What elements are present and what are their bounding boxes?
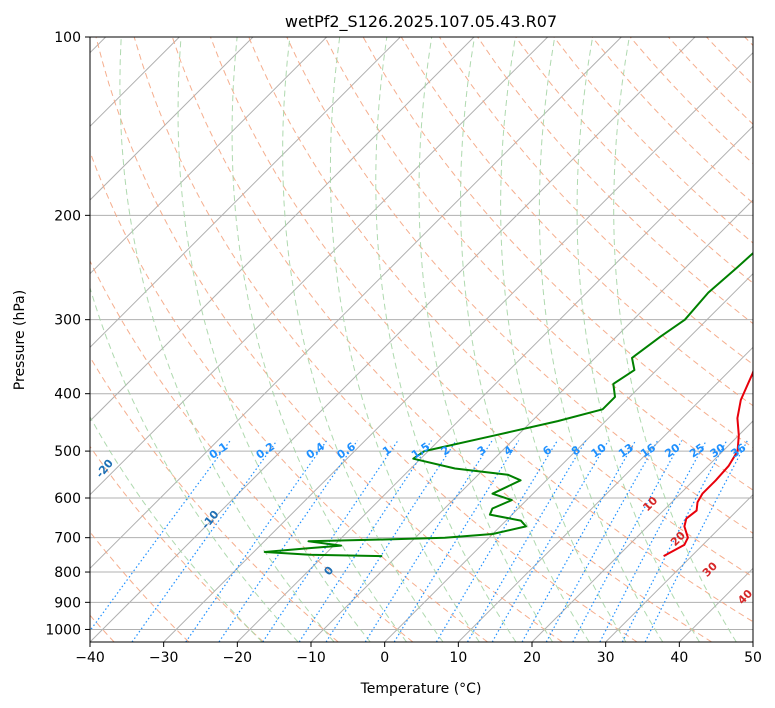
- isotherm-gridline: [531, 420, 753, 642]
- mixing-ratio-line: [262, 440, 399, 642]
- axis-ticks: −40 −30 −20 −10 0 10 20 30 40 50 100 200 300 400 500 60…: [45, 30, 762, 666]
- x-tick-label: −40: [75, 650, 105, 666]
- mixing-ratio-line: [435, 440, 558, 642]
- moist-adiabat: [418, 37, 553, 642]
- y-tick-label: 300: [54, 313, 81, 329]
- moist-adiabat: [231, 37, 407, 642]
- moist-adiabat: [329, 37, 480, 642]
- dry-adiabat: [90, 356, 339, 642]
- mixing-ratio-line: [185, 440, 328, 642]
- isotherm-gridline: [90, 37, 696, 642]
- mixing-ratio-line: [325, 440, 457, 642]
- temperature-profile: [663, 369, 753, 557]
- dry-adiabat: [95, 37, 563, 642]
- moist-adiabat: [119, 37, 335, 642]
- profile-series: [263, 251, 753, 558]
- y-tick-label: 600: [54, 491, 81, 507]
- x-tick-label: 10: [449, 650, 467, 666]
- moist-adiabat: [375, 37, 517, 642]
- dry-adiabat: [171, 37, 712, 642]
- dry-adiabat: [286, 37, 753, 534]
- y-tick-label: 800: [54, 565, 81, 581]
- x-tick-label: 0: [380, 650, 389, 666]
- y-tick-label: 1000: [45, 622, 81, 638]
- moist-adiabat: [613, 37, 737, 642]
- chart-title: wetPf2_S126.2025.107.05.43.R07: [285, 12, 557, 32]
- dry-adiabat: [515, 37, 753, 284]
- moist-adiabat: [282, 37, 444, 642]
- isotherm-gridline: [384, 272, 753, 642]
- x-tick-label: 20: [523, 650, 541, 666]
- dry-adiabat: [90, 259, 414, 642]
- moist-adiabat: [576, 37, 700, 642]
- x-tick-label: 40: [670, 650, 688, 666]
- dry-adiabat: [324, 37, 753, 491]
- isotherm-gridline: [90, 37, 549, 496]
- moist-adiabat: [177, 37, 371, 642]
- mixing-ratio-line: [90, 440, 231, 632]
- isotherm-gridline: [90, 37, 254, 201]
- isotherm-gridline: [457, 346, 753, 642]
- moist-adiabat: [90, 415, 263, 642]
- y-tick-label: 100: [54, 30, 81, 46]
- dry-adiabat: [248, 37, 753, 578]
- dry-adiabat: [210, 37, 753, 623]
- mixing-ratio-line: [466, 440, 587, 642]
- mixing-ratio-line: [393, 440, 520, 642]
- isotherm-gridline: [90, 37, 475, 422]
- x-tick-label: −20: [223, 650, 253, 666]
- y-tick-label: 400: [54, 387, 81, 403]
- x-tick-label: −10: [296, 650, 326, 666]
- isotherm-gridline: [163, 51, 753, 642]
- mixing-ratio-line: [298, 440, 432, 642]
- y-tick-label: 500: [54, 444, 81, 460]
- mixing-ratio-line: [364, 440, 493, 642]
- dewpoint-profile: [263, 251, 753, 558]
- moist-adiabat: [90, 286, 299, 642]
- x-tick-label: −30: [149, 650, 179, 666]
- mixing-ratio-line: [644, 440, 748, 642]
- x-tick-label: 50: [744, 650, 762, 666]
- mixing-ratio-line: [131, 440, 278, 642]
- plot-frame: [89, 36, 754, 643]
- isotherm-gridline: [605, 493, 753, 642]
- mixing-ratio-line: [545, 440, 659, 642]
- y-tick-label: 900: [54, 595, 81, 611]
- isotherm-gridline: [90, 37, 622, 570]
- dry-adiabat: [90, 445, 264, 642]
- isotherm-gridline: [90, 37, 328, 275]
- isotherm-gridline: [90, 37, 401, 349]
- y-tick-label: 200: [54, 208, 81, 224]
- moist-adiabat: [538, 37, 664, 642]
- y-axis-label: Pressure (hPa): [12, 290, 28, 390]
- mixing-ratio-line: [521, 440, 637, 642]
- moist-adiabat: [460, 37, 590, 642]
- moist-adiabat: [500, 37, 627, 642]
- y-tick-label: 700: [54, 531, 81, 547]
- mixing-ratio-line: [491, 440, 609, 642]
- x-tick-label: 30: [597, 650, 615, 666]
- background-lines: [90, 37, 753, 642]
- mixing-ratio-line: [572, 440, 683, 642]
- x-axis-label: Temperature (°C): [360, 681, 482, 697]
